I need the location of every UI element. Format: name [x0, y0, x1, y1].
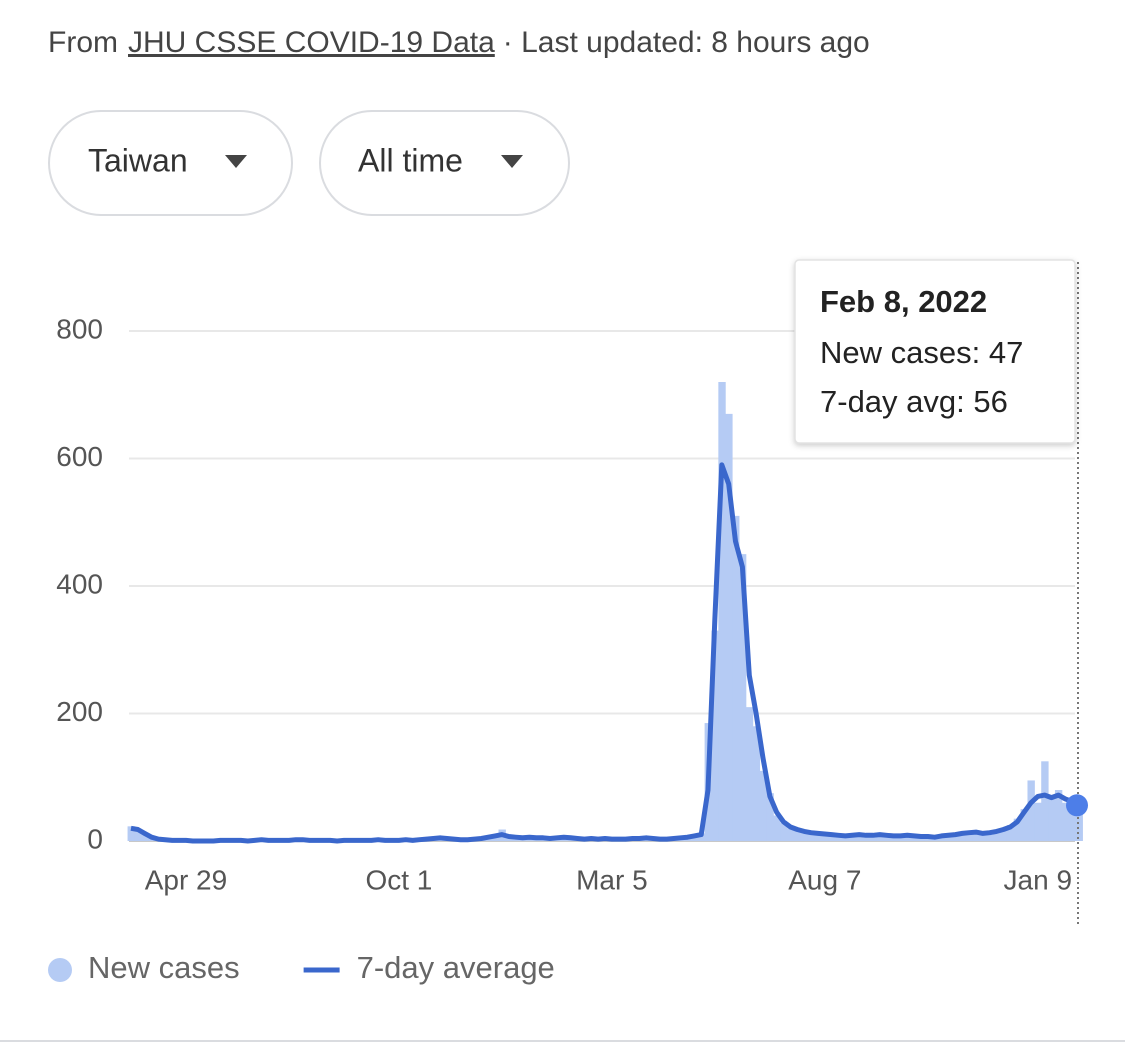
- bar: [835, 835, 843, 841]
- x-tick-label: Aug 7: [788, 864, 861, 895]
- bar: [780, 823, 788, 841]
- bar: [745, 707, 754, 841]
- source-prefix: From: [48, 26, 118, 59]
- bar: [718, 382, 726, 841]
- bar: [1041, 761, 1049, 841]
- tooltip-box: [794, 259, 1076, 444]
- bar: [1006, 825, 1015, 841]
- x-tick-label: Apr 29: [145, 864, 228, 895]
- bar: [1048, 796, 1056, 841]
- bar: [711, 630, 719, 841]
- bar: [773, 815, 781, 841]
- y-tick-label: 200: [56, 696, 103, 727]
- bar: [993, 829, 1001, 841]
- bar: [800, 832, 809, 841]
- bar: [862, 835, 870, 841]
- bar: [910, 836, 919, 841]
- bar: [766, 793, 774, 841]
- bar: [134, 831, 142, 841]
- bar: [793, 830, 802, 841]
- time-filter[interactable]: All time: [319, 110, 570, 216]
- bar: [738, 554, 747, 841]
- bar: [979, 832, 987, 841]
- filter-label[interactable]: Taiwan: [88, 142, 188, 178]
- legend-swatch: [48, 958, 72, 982]
- bar: [697, 833, 706, 841]
- bar: [1061, 802, 1070, 841]
- x-tick-label: Jan 9: [1004, 864, 1073, 895]
- tooltip-line: 7-day avg: 56: [820, 384, 1008, 419]
- x-tick-label: Oct 1: [365, 864, 432, 895]
- bar: [505, 837, 513, 841]
- bar: [876, 833, 884, 841]
- tooltip: Feb 8, 2022 New cases: 47 7-day avg: 56: [794, 259, 1076, 444]
- last-updated: · Last updated: 8 hours ago: [503, 26, 870, 59]
- bar: [1034, 802, 1042, 841]
- dropdown-arrow: [501, 155, 523, 168]
- bar: [807, 833, 816, 841]
- bar: [1068, 805, 1077, 841]
- bar: [1020, 809, 1028, 841]
- bar: [1027, 780, 1035, 841]
- bar: [1000, 828, 1008, 841]
- region-filter[interactable]: Taiwan: [48, 110, 293, 216]
- tooltip-title: Feb 8, 2022: [820, 284, 987, 319]
- bar: [869, 836, 877, 841]
- bar: [1013, 818, 1022, 841]
- bar: [787, 828, 795, 841]
- y-tick-label: 0: [87, 823, 103, 854]
- bar: [848, 834, 857, 841]
- legend-label: 7-day average: [357, 950, 555, 985]
- tooltip-line: New cases: 47: [820, 335, 1023, 370]
- bar: [814, 834, 822, 841]
- legend-label: New cases: [88, 950, 240, 985]
- bar: [972, 830, 980, 841]
- hover-point: [1066, 794, 1088, 817]
- chart: 0 200 400 600 800 Apr 29 Oct 1 Mar 5 Aug 7 Jan 9 F…: [48, 259, 1088, 985]
- bar: [127, 826, 135, 841]
- bar: [1054, 790, 1063, 841]
- source-link[interactable]: JHU CSSE COVID-19 Data: [128, 26, 495, 59]
- bar: [855, 833, 864, 841]
- filter-button[interactable]: [319, 110, 570, 216]
- bar: [958, 832, 967, 841]
- bar: [890, 837, 898, 841]
- filter-label[interactable]: All time: [358, 142, 463, 178]
- bar: [821, 835, 829, 841]
- bar: [759, 770, 767, 841]
- bar: [986, 834, 994, 841]
- y-tick-label: 600: [56, 441, 103, 472]
- bar: [828, 833, 836, 841]
- bar: [945, 835, 953, 841]
- bar: [141, 834, 149, 841]
- bar: [842, 837, 850, 841]
- x-tick-label: Mar 5: [576, 864, 648, 895]
- source-line: From JHU CSSE COVID-19 Data · Last updated…: [48, 26, 870, 59]
- bar: [732, 515, 740, 841]
- average-line: [130, 462, 1081, 844]
- dropdown-arrow: [225, 155, 247, 168]
- bar: [951, 833, 960, 841]
- bar: [965, 833, 974, 841]
- y-tick-label: 800: [56, 313, 103, 344]
- bar: [1075, 811, 1083, 841]
- bar: [917, 837, 925, 841]
- y-tick-label: 400: [56, 568, 103, 599]
- filter-button[interactable]: [48, 110, 293, 216]
- bar: [725, 413, 733, 841]
- bar: [752, 726, 761, 841]
